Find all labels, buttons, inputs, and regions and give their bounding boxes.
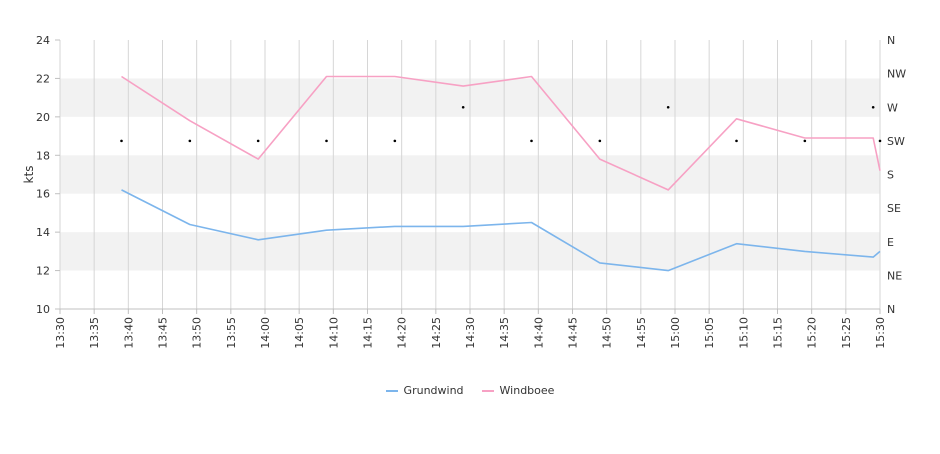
x-tick-label: 14:15: [362, 317, 375, 349]
direction-marker: [598, 139, 602, 143]
legend-swatch-windboee: [481, 389, 494, 392]
direction-axis-label: W: [887, 101, 898, 114]
direction-axis-label: N: [887, 303, 895, 316]
y-tick-label: 12: [36, 265, 50, 278]
y-tick-label: 22: [36, 72, 50, 85]
legend-item-windboee[interactable]: Windboee: [481, 384, 555, 397]
y-tick-label: 18: [36, 149, 50, 162]
x-tick-label: 15:30: [874, 317, 887, 349]
legend-label-grundwind: Grundwind: [403, 384, 464, 397]
x-tick-label: 15:15: [772, 317, 785, 349]
direction-marker: [666, 105, 670, 109]
x-tick-label: 14:25: [430, 317, 443, 349]
direction-axis-label: N: [887, 34, 895, 47]
y-tick-label: 24: [36, 34, 50, 47]
x-tick-label: 14:20: [396, 317, 409, 349]
y-tick-label: 16: [36, 188, 50, 201]
direction-marker: [735, 139, 738, 143]
x-tick-label: 13:30: [54, 317, 67, 349]
x-tick-label: 15:20: [806, 317, 819, 349]
direction-marker: [256, 139, 260, 143]
legend-label-windboee: Windboee: [499, 384, 555, 397]
x-tick-label: 13:45: [157, 317, 170, 349]
x-tick-label: 13:40: [122, 317, 135, 349]
direction-marker: [188, 139, 192, 143]
direction-marker: [878, 139, 882, 143]
direction-axis-label: NW: [887, 68, 906, 81]
x-tick-label: 15:00: [669, 317, 682, 349]
x-tick-label: 14:35: [498, 317, 511, 349]
x-tick-label: 15:10: [737, 317, 750, 349]
direction-marker: [461, 105, 465, 109]
x-tick-label: 14:30: [464, 317, 477, 349]
direction-axis-label: SE: [887, 202, 901, 215]
x-tick-label: 14:50: [601, 317, 614, 349]
direction-marker: [871, 105, 875, 109]
y-tick-label: 20: [36, 111, 50, 124]
y-tick-label: 10: [36, 303, 50, 316]
direction-axis-label: NE: [887, 269, 902, 282]
y-axis-title: kts: [22, 166, 36, 184]
x-tick-label: 13:55: [225, 317, 238, 349]
direction-axis-label: S: [887, 169, 894, 182]
x-tick-label: 14:05: [293, 317, 306, 349]
x-tick-label: 14:45: [567, 317, 580, 349]
x-tick-label: 15:05: [703, 317, 716, 349]
direction-marker: [803, 139, 807, 143]
y-tick-label: 14: [36, 226, 50, 239]
x-tick-label: 13:35: [88, 317, 101, 349]
x-tick-label: 14:10: [327, 317, 340, 349]
legend-item-grundwind[interactable]: Grundwind: [385, 384, 464, 397]
x-tick-label: 14:40: [532, 317, 545, 349]
x-tick-label: 15:25: [840, 317, 853, 349]
direction-marker: [325, 139, 328, 143]
x-tick-label: 14:00: [259, 317, 272, 349]
direction-marker: [393, 139, 397, 143]
legend-swatch-grundwind: [385, 389, 398, 392]
x-tick-label: 14:55: [635, 317, 648, 349]
series-line-grundwind: [121, 189, 881, 272]
direction-axis-label: E: [887, 236, 894, 249]
direction-marker: [120, 139, 123, 143]
x-tick-label: 13:50: [191, 317, 204, 349]
legend: Grundwind Windboee: [0, 384, 940, 397]
series-line-windboee: [121, 75, 881, 191]
direction-axis-label: SW: [887, 135, 905, 148]
direction-marker: [530, 139, 533, 143]
